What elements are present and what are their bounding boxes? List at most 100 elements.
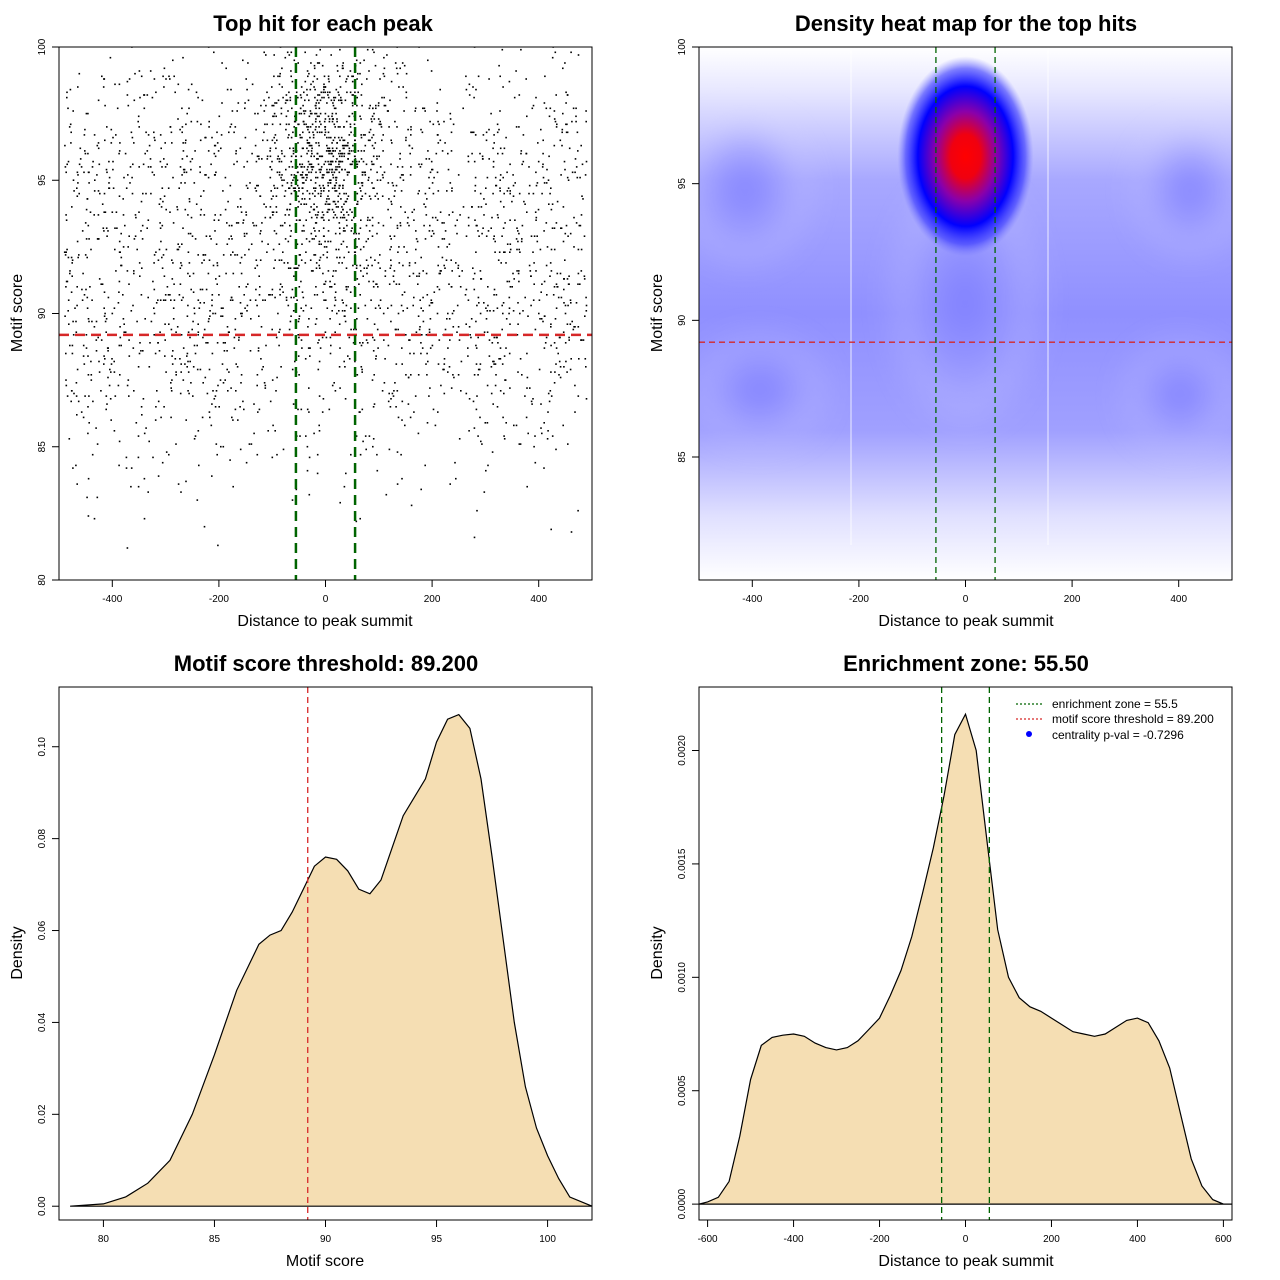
scatter-point (107, 350, 109, 352)
scatter-point (310, 144, 313, 147)
scatter-point (331, 384, 334, 387)
scatter-point (177, 118, 179, 120)
scatter-point (356, 278, 359, 280)
scatter-point (289, 96, 292, 99)
scatter-point (293, 174, 296, 176)
scatter-point (397, 328, 399, 331)
scatter-point (257, 155, 260, 158)
scatter-point (161, 187, 164, 189)
scatter-point (320, 243, 322, 245)
heatmap-peak (897, 56, 1034, 257)
scatter-point (222, 342, 225, 344)
scatter-point (254, 112, 256, 115)
score-density-plot (70, 687, 592, 1220)
scatter-point (431, 182, 434, 184)
scatter-point (199, 139, 202, 142)
scatter-point (98, 360, 100, 363)
scatter-point (105, 318, 108, 320)
scatter-point (144, 152, 146, 155)
scatter-point (497, 342, 499, 344)
scatter-point (113, 430, 116, 432)
scatter-point (279, 294, 281, 296)
scatter-point (535, 184, 538, 187)
scatter-point (298, 112, 301, 115)
scatter-point (108, 182, 110, 184)
scatter-point (97, 99, 100, 102)
scatter-point (75, 382, 78, 384)
scatter-point (384, 270, 387, 272)
scatter-point (383, 104, 386, 107)
scatter-point (565, 102, 567, 104)
scatter-point (190, 216, 193, 219)
scatter-point (329, 240, 332, 243)
scatter-point (250, 243, 253, 245)
scatter-point (535, 96, 537, 99)
scatter-point (253, 403, 255, 405)
y-tick-label: 85 (677, 451, 688, 463)
scatter-point (516, 227, 518, 229)
scatter-point (275, 195, 278, 197)
scatter-point (318, 144, 320, 147)
scatter-point (533, 283, 535, 285)
scatter-point (334, 96, 337, 99)
scatter-point (334, 214, 337, 216)
scatter-point (104, 312, 106, 315)
scatter-point (390, 200, 392, 203)
scatter-point (541, 283, 543, 285)
scatter-point (325, 200, 328, 203)
scatter-point (403, 110, 405, 112)
scatter-point (306, 445, 309, 448)
scatter-point (116, 227, 118, 229)
scatter-point (93, 326, 96, 328)
scatter-point (277, 75, 279, 78)
scatter-point (258, 275, 260, 277)
scatter-point (566, 94, 569, 96)
scatter-point (305, 251, 307, 253)
scatter-point (443, 264, 445, 267)
scatter-point (506, 190, 509, 192)
scatter-point (103, 363, 105, 365)
scatter-point (318, 102, 320, 104)
scatter-point (379, 254, 381, 256)
scatter-point (361, 195, 364, 197)
scatter-panel: Top hit for each peak -400 -200 0 200 400 80… (9, 11, 593, 630)
scatter-point (67, 299, 70, 301)
scatter-point (172, 318, 175, 320)
scatter-point (471, 131, 473, 134)
scatter-point (160, 416, 162, 419)
scatter-point (577, 150, 579, 152)
scatter-point (123, 176, 125, 179)
scatter-point (447, 371, 449, 373)
scatter-point (324, 131, 327, 134)
scatter-point (371, 379, 374, 381)
scatter-point (290, 51, 293, 54)
scatter-point (205, 288, 208, 291)
scatter-point (450, 286, 453, 288)
scatter-point (311, 123, 314, 126)
scatter-point (572, 328, 575, 331)
scatter-point (565, 224, 568, 227)
scatter-point (138, 262, 141, 264)
scatter-point (467, 355, 469, 357)
y-tick-label: 0.0020 (677, 735, 688, 766)
scatter-point (314, 230, 316, 232)
scatter-point (312, 166, 315, 168)
scatter-point (554, 51, 557, 54)
scatter-point (540, 427, 542, 429)
scatter-point (509, 190, 511, 192)
scatter-point (495, 374, 497, 376)
scatter-point (299, 107, 302, 110)
scatter-point (88, 171, 90, 174)
scatter-point (318, 360, 321, 363)
scatter-point (400, 304, 403, 307)
scatter-point (327, 240, 329, 243)
scatter-point (170, 416, 172, 419)
scatter-point (322, 216, 324, 219)
scatter-point (295, 155, 297, 158)
scatter-point (311, 112, 313, 115)
scatter-point (105, 227, 108, 229)
scatter-point (145, 192, 147, 195)
x-tick-label: 95 (431, 1234, 443, 1245)
scatter-point (115, 270, 117, 272)
